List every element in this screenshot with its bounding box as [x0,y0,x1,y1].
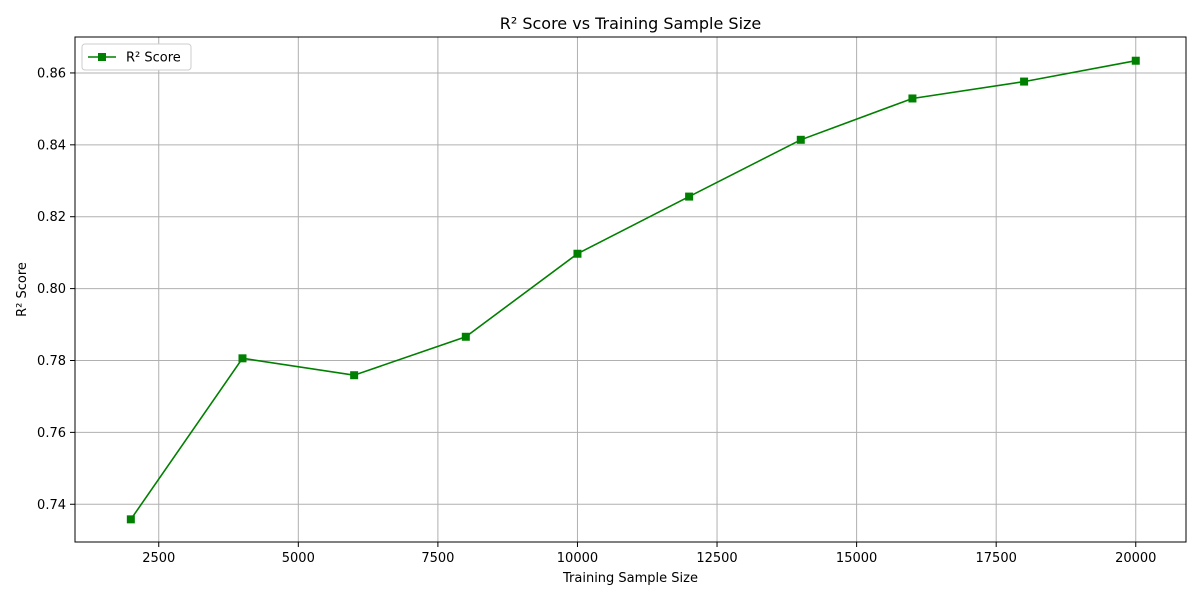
y-tick-label: 0.86 [37,66,66,81]
legend-marker [98,53,106,61]
data-point-marker [350,371,359,380]
y-tick-label: 0.78 [37,354,66,369]
data-point-marker [126,515,135,524]
data-point-marker [796,135,805,144]
y-tick-label: 0.74 [37,498,66,513]
x-tick-label: 15000 [836,551,877,566]
x-tick-label: 17500 [976,551,1017,566]
x-tick-label: 12500 [696,551,737,566]
legend: R² Score [81,43,192,71]
data-point-marker [238,354,247,363]
y-tick-label: 0.76 [37,426,66,441]
x-tick-label: 7500 [421,551,454,566]
y-tick-label: 0.82 [37,210,66,225]
y-tick-label: 0.84 [37,138,66,153]
data-point-marker [1131,56,1140,65]
series-line [130,59,1136,520]
series-layer [126,56,1140,524]
y-axis-title: R² Score [15,262,30,317]
legend-label: R² Score [126,51,181,66]
axis-ticks: 2500 5000 7500 10000 12500 15000 17500 20000 0.7… [37,66,1156,566]
x-tick-label: 5000 [282,551,315,566]
x-axis-title: Training Sample Size [562,571,698,586]
legend-box [81,43,192,71]
x-tick-label: 20000 [1115,551,1156,566]
chart-title: R² Score vs Training Sample Size [500,14,762,33]
y-tick-label: 0.80 [37,282,66,297]
data-point-marker [573,249,582,258]
plot-frame [74,36,1187,543]
x-tick-label: 10000 [557,551,598,566]
data-point-marker [908,94,917,103]
x-tick-label: 2500 [142,551,175,566]
data-point-marker [461,332,470,341]
data-point-marker [1020,77,1029,86]
data-point-marker [685,192,694,201]
